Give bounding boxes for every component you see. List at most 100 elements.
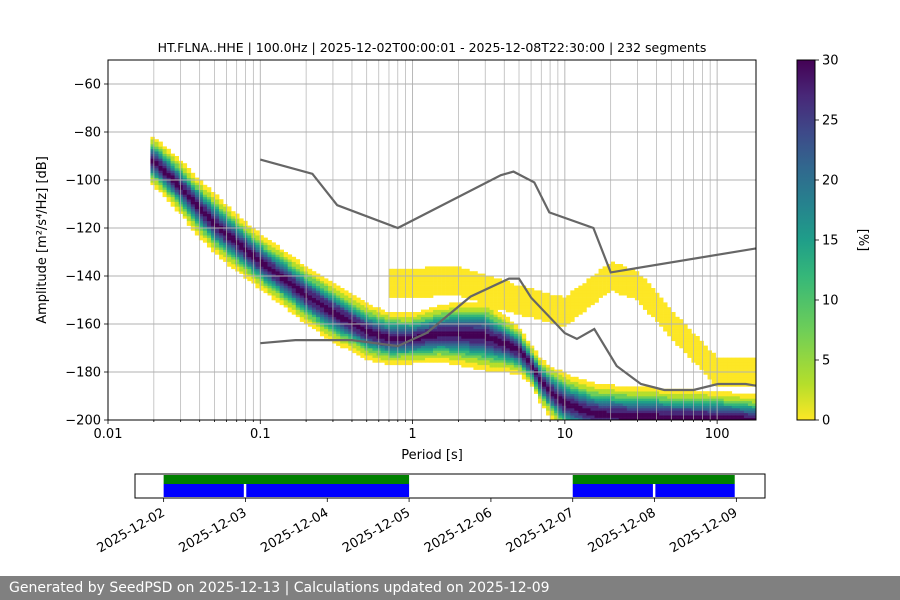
psd-cell (437, 288, 442, 291)
psd-cell (489, 312, 494, 315)
psd-cell (271, 271, 276, 274)
psd-cell (695, 398, 700, 402)
psd-cell (416, 343, 422, 346)
psd-cell (223, 223, 228, 226)
psd-cell (186, 204, 192, 207)
psd-cell (348, 328, 353, 332)
psd-cell (707, 372, 712, 375)
psd-cell (291, 295, 297, 298)
psd-cell (437, 292, 442, 296)
psd-cell (493, 278, 498, 282)
psd-cell (590, 290, 595, 294)
psd-cell (731, 360, 737, 363)
psd-cell (360, 324, 365, 327)
psd-cell (521, 304, 527, 308)
psd-cell (477, 350, 482, 354)
psd-cell (344, 295, 349, 298)
psd-cell (332, 307, 337, 310)
psd-cell (554, 408, 559, 411)
psd-cell (538, 388, 543, 392)
psd-cell (445, 288, 450, 291)
psd-cell (638, 386, 644, 390)
psd-cell (687, 415, 692, 418)
psd-cell (271, 280, 276, 284)
psd-cell (469, 343, 474, 346)
psd-cell (453, 309, 458, 313)
psd-cell (263, 271, 268, 274)
psd-cell (546, 400, 551, 404)
psd-cell (263, 259, 268, 262)
psd-cell (481, 280, 486, 284)
psd-cell (219, 254, 224, 258)
psd-cell (473, 280, 478, 284)
psd-cell (320, 276, 325, 279)
psd-cell (267, 264, 272, 267)
psd-cell (408, 360, 414, 363)
psd-cell (332, 300, 337, 303)
psd-cell (336, 326, 341, 330)
psd-cell (606, 388, 611, 392)
psd-cell (170, 189, 175, 193)
psd-cell (501, 331, 507, 334)
psd-cell (687, 391, 692, 394)
psd-cell (340, 336, 345, 339)
psd-cell (590, 288, 595, 291)
psd-cell (618, 273, 624, 277)
psd-cell (202, 189, 208, 193)
psd-cell (703, 410, 708, 414)
psd-cell (174, 196, 180, 200)
psd-cell (320, 280, 325, 284)
psd-cell (429, 319, 434, 322)
psd-cell (634, 288, 640, 291)
psd-cell (675, 324, 680, 327)
psd-cell (659, 408, 664, 411)
segment-bar (163, 484, 244, 497)
psd-cell (481, 343, 486, 346)
psd-cell (614, 415, 620, 418)
psd-cell (400, 326, 406, 330)
psd-cell (158, 144, 163, 147)
psd-cell (683, 326, 688, 330)
psd-cell (626, 271, 632, 274)
psd-cell (275, 273, 280, 277)
psd-cell (699, 357, 704, 361)
psd-cell (634, 391, 640, 394)
psd-cell (287, 302, 293, 306)
psd-cell (731, 357, 737, 361)
psd-cell (186, 192, 192, 195)
psd-cell (324, 297, 329, 301)
psd-cell (651, 412, 656, 416)
psd-cell (582, 412, 587, 416)
psd-cell (606, 276, 611, 279)
psd-cell (408, 355, 414, 358)
psd-cell (356, 336, 361, 339)
psd-cell (566, 297, 571, 301)
psd-cell (328, 292, 333, 296)
x-axis-label: Period [s] (401, 448, 463, 463)
psd-cell (453, 290, 458, 294)
psd-cell (675, 408, 680, 411)
psd-cell (489, 319, 494, 322)
psd-cell (356, 316, 361, 320)
psd-cell (408, 292, 414, 296)
psd-cell (610, 410, 616, 414)
psd-cell (461, 345, 466, 349)
psd-cell (219, 247, 224, 250)
psd-cell (602, 292, 607, 296)
psd-cell (582, 292, 587, 296)
psd-cell (566, 379, 571, 382)
psd-cell (356, 314, 361, 318)
psd-cell (501, 336, 507, 339)
psd-cell (566, 309, 571, 313)
psd-cell (497, 360, 502, 363)
psd-cell (420, 285, 426, 289)
psd-cell (190, 172, 196, 176)
psd-cell (743, 400, 749, 404)
psd-cell (424, 271, 430, 274)
psd-cell (554, 386, 559, 390)
psd-cell (550, 408, 555, 411)
psd-cell (477, 333, 482, 337)
psd-cell (485, 360, 490, 363)
psd-cell (574, 403, 579, 406)
psd-cell (307, 288, 313, 291)
